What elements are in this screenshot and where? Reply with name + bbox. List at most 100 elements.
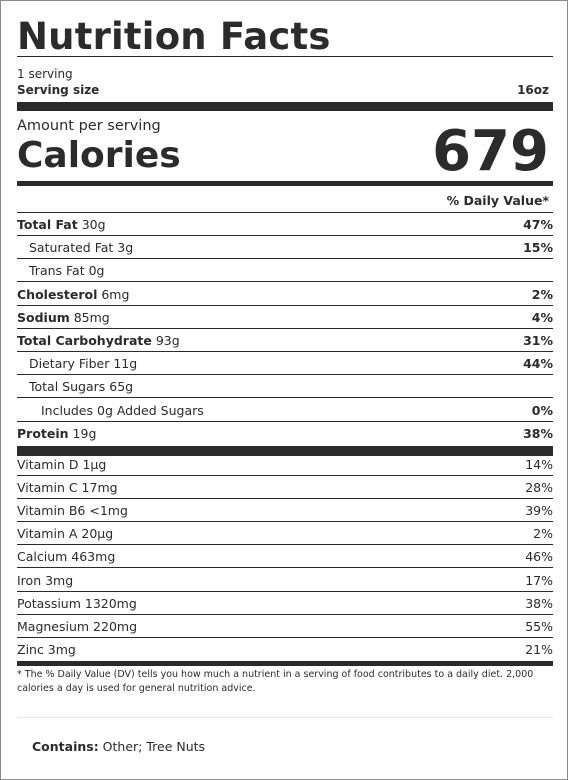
nutrient-amount: 19g	[68, 425, 97, 441]
row-divider	[17, 351, 553, 352]
vitamin-row: Vitamin C 17mg 28%	[17, 476, 553, 500]
vitamin-daily-value: 2%	[533, 526, 553, 542]
nutrient-name: Protein 19g	[17, 426, 96, 441]
nutrient-daily-value: 38%	[523, 425, 553, 441]
nutrient-row: Cholesterol 6mg 2%	[17, 283, 553, 306]
row-divider	[17, 420, 553, 422]
row-divider	[17, 374, 553, 376]
footnote-separator	[17, 717, 553, 718]
vitamin-row: Calcium 463mg 46%	[17, 545, 553, 569]
allergen-contains: Contains: Other; Tree Nuts	[32, 739, 205, 754]
nutrient-name: Saturated Fat 3g	[29, 240, 133, 255]
row-divider	[17, 498, 553, 500]
vitamin-row: Potassium 1320mg 38%	[17, 592, 553, 615]
vitamin-name: Potassium 1320mg	[17, 595, 137, 611]
nutrient-name: Trans Fat 0g	[29, 263, 104, 278]
nutrient-amount: Total Sugars 65g	[29, 379, 134, 395]
nutrient-row: Total Sugars 65g	[17, 375, 553, 399]
row-divider	[17, 281, 553, 283]
vitamin-name: Vitamin B6 <1mg	[17, 503, 128, 519]
vitamin-daily-value: 21%	[525, 641, 553, 657]
nutrient-daily-value: 47%	[523, 217, 553, 232]
bottom-rule	[17, 661, 553, 666]
nutrient-row: Dietary Fiber 11g 44%	[17, 352, 553, 376]
row-divider	[17, 235, 553, 236]
nutrient-bold-label: Total Carbohydrate	[17, 333, 152, 348]
vitamin-daily-value: 46%	[525, 549, 553, 565]
vitamin-daily-value: 39%	[525, 503, 553, 519]
nutrient-row: Protein 19g 38%	[17, 422, 553, 445]
nutrient-amount: 93g	[151, 333, 180, 348]
nutrient-amount: Includes 0g Added Sugars	[41, 402, 204, 418]
serving-size-label: Serving size	[17, 83, 100, 97]
nutrient-row: Total Fat 30g 47%	[17, 213, 553, 236]
nutrient-daily-value: 0%	[531, 402, 553, 418]
row-divider	[17, 521, 553, 523]
row-divider	[17, 397, 553, 399]
serving-size-value: 16oz	[517, 83, 549, 97]
nutrient-amount: 30g	[77, 217, 106, 232]
contains-label: Contains:	[32, 739, 99, 754]
vitamin-daily-value: 17%	[525, 572, 553, 588]
vitamin-name: Iron 3mg	[17, 572, 74, 588]
row-divider	[17, 258, 553, 260]
row-divider	[17, 636, 553, 638]
vitamin-row: Vitamin D 1µg 14%	[17, 453, 553, 476]
nutrient-row: Saturated Fat 3g 15%	[17, 236, 553, 260]
nutrient-daily-value: 4%	[531, 309, 553, 325]
vitamin-daily-value: 14%	[525, 457, 553, 472]
nutrient-bold-label: Protein	[17, 425, 69, 441]
row-divider	[17, 590, 553, 592]
row-divider	[17, 613, 553, 615]
nutrient-amount: 85mg	[69, 309, 110, 325]
vitamin-name: Vitamin A 20µg	[17, 526, 114, 542]
nutrient-bold-label: Cholesterol	[17, 286, 98, 302]
vitamin-name: Zinc 3mg	[17, 641, 76, 657]
nutrient-bold-label: Sodium	[17, 309, 70, 325]
vitamin-name: Magnesium 220mg	[17, 618, 138, 634]
row-divider	[17, 567, 553, 569]
vitamin-row: Magnesium 220mg 55%	[17, 615, 553, 638]
nutrient-daily-value: 2%	[531, 286, 553, 302]
vitamin-name: Vitamin D 1µg	[17, 457, 107, 472]
footnote: * The % Daily Value (DV) tells you how m…	[17, 669, 534, 694]
vitamin-daily-value: 38%	[525, 595, 553, 611]
contains-value: Other; Tree Nuts	[98, 739, 206, 754]
thick-rule-1	[17, 102, 553, 111]
nutrient-row: Total Carbohydrate 93g 31%	[17, 329, 553, 352]
calories-value: 679	[432, 119, 549, 184]
nutrient-name: Sodium 85mg	[17, 310, 110, 325]
row-divider	[17, 304, 553, 306]
vitamin-row: Iron 3mg 17%	[17, 569, 553, 592]
nutrient-daily-value: 31%	[523, 333, 553, 348]
nutrient-amount: Saturated Fat 3g	[29, 240, 134, 256]
nutrient-daily-value: 44%	[523, 356, 553, 372]
nutrient-amount: Dietary Fiber 11g	[29, 356, 138, 372]
amount-per-serving: Amount per serving	[17, 118, 161, 134]
nutrient-name: Total Fat 30g	[17, 217, 106, 232]
label-title: Nutrition Facts	[17, 15, 331, 58]
nutrient-daily-value: 15%	[523, 240, 553, 256]
nutrient-row: Sodium 85mg 4%	[17, 306, 553, 329]
vitamin-daily-value: 28%	[525, 480, 553, 496]
dv-header-rule	[17, 212, 553, 213]
thick-rule-2	[17, 446, 553, 456]
medium-rule	[17, 181, 553, 186]
vitamin-row: Vitamin B6 <1mg 39%	[17, 499, 553, 523]
row-divider	[17, 544, 553, 546]
nutrient-name: Cholesterol 6mg	[17, 287, 129, 302]
nutrient-name: Includes 0g Added Sugars	[41, 403, 204, 418]
title-rule	[17, 56, 553, 57]
nutrient-amount: Trans Fat 0g	[29, 263, 105, 279]
nutrient-name: Total Sugars 65g	[29, 379, 133, 394]
daily-value-header: % Daily Value*	[446, 193, 549, 208]
vitamin-name: Calcium 463mg	[17, 549, 116, 565]
vitamin-name: Vitamin C 17mg	[17, 480, 118, 496]
nutrient-name: Dietary Fiber 11g	[29, 356, 137, 371]
calories-label: Calories	[17, 135, 181, 176]
nutrient-row: Trans Fat 0g	[17, 259, 553, 283]
servings-count: 1 serving	[17, 67, 73, 81]
vitamin-daily-value: 55%	[525, 618, 553, 634]
nutrient-amount: 6mg	[97, 286, 130, 302]
